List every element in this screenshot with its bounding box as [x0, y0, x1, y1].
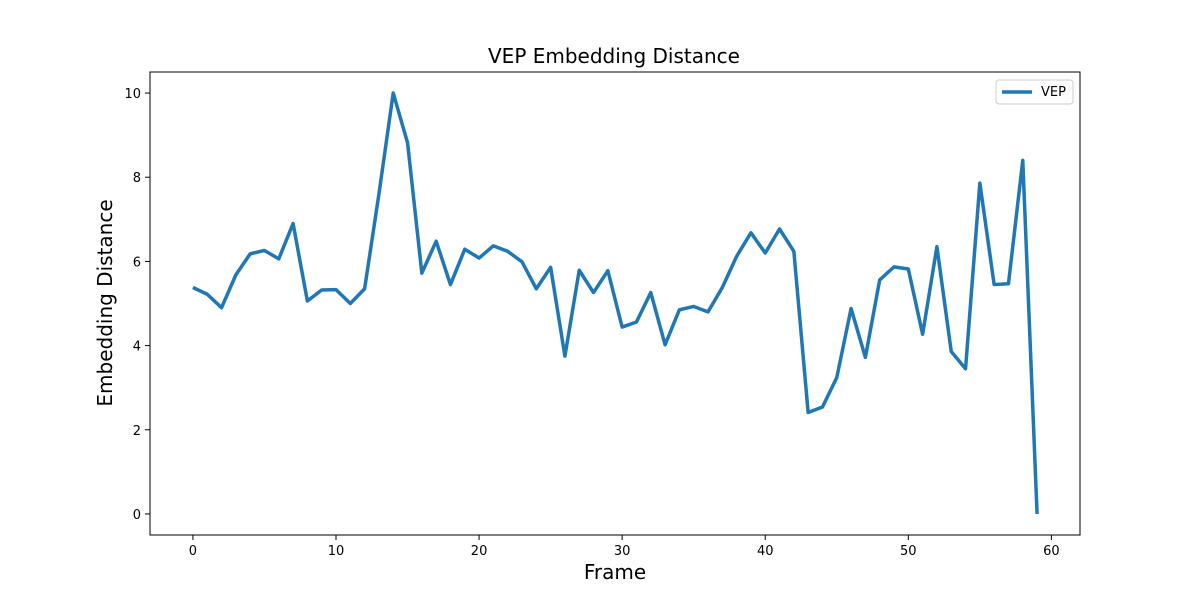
legend-label-vep: VEP: [1041, 85, 1066, 100]
y-tick-label: 2: [133, 424, 141, 439]
legend: VEP: [995, 79, 1074, 105]
plot-frame: [149, 71, 1081, 536]
y-axis-title: Embedding Distance: [93, 199, 117, 406]
x-tick-label: 0: [189, 544, 197, 559]
y-tick-label: 8: [133, 171, 141, 186]
x-tick-label: 50: [900, 544, 917, 559]
x-tick-label: 40: [757, 544, 774, 559]
x-tick-label: 30: [614, 544, 631, 559]
y-tick-label: 0: [133, 508, 141, 523]
x-tick-label: 60: [1043, 544, 1060, 559]
y-tick-label: 4: [133, 340, 141, 355]
chart-title: VEP Embedding Distance: [488, 44, 740, 68]
legend-box: [995, 79, 1074, 105]
x-tick-label: 20: [471, 544, 488, 559]
y-tick-label: 6: [133, 255, 141, 270]
x-tick-label: 10: [328, 544, 345, 559]
plot-area: 0 10 20 30 40 50 60 0 2 4 6 8 10: [124, 71, 1081, 559]
y-tick-label: 10: [124, 87, 141, 102]
series-line-vep: [192, 91, 1039, 515]
x-axis-title: Frame: [584, 560, 646, 584]
